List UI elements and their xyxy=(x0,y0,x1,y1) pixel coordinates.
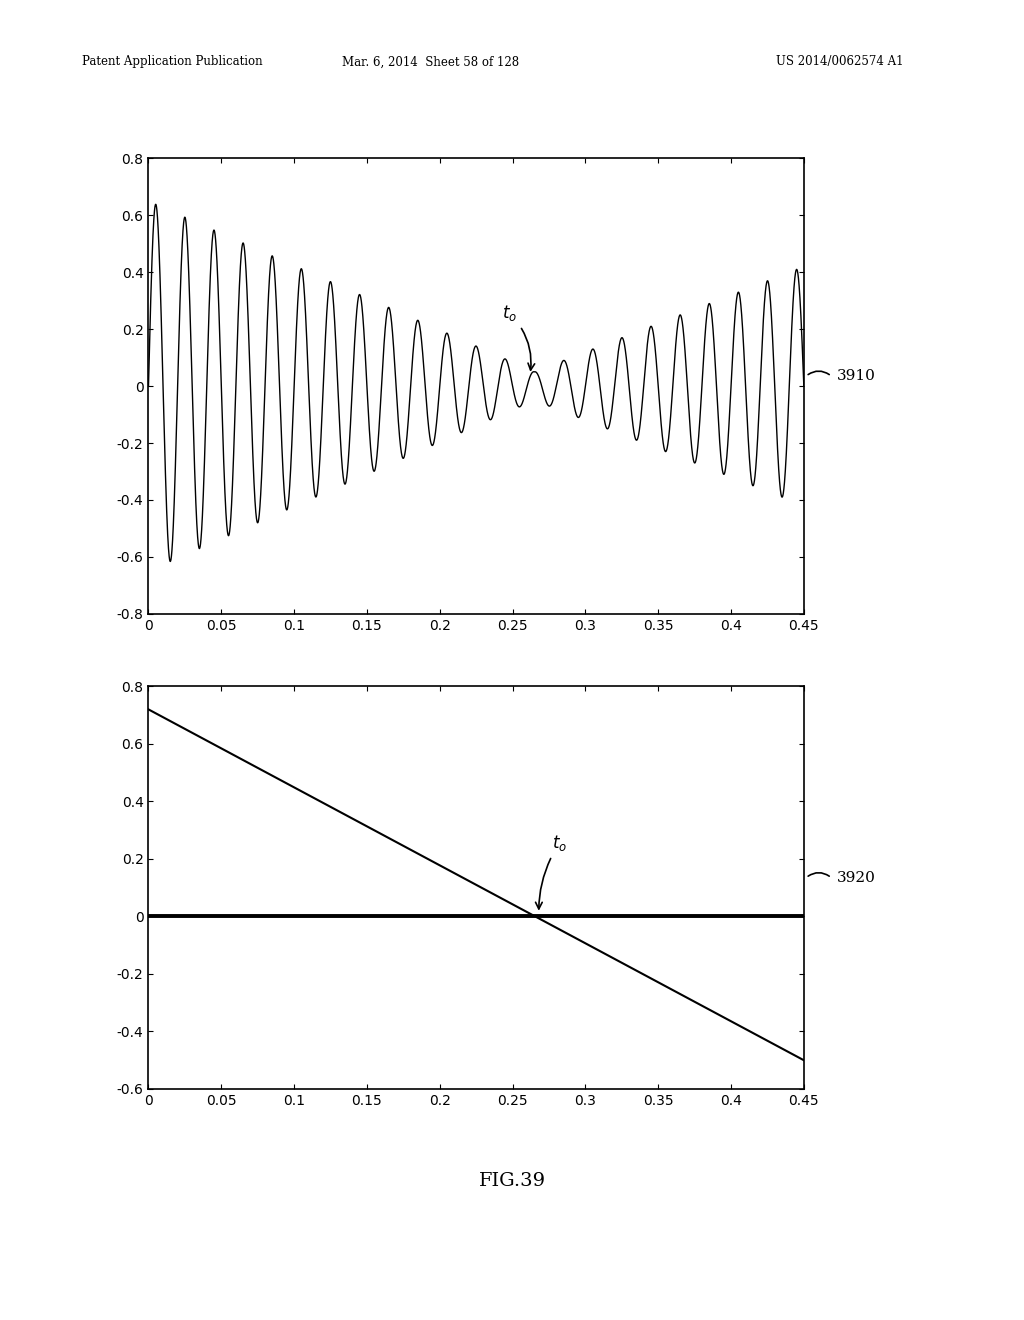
Text: $t_o$: $t_o$ xyxy=(502,304,535,370)
Text: 3910: 3910 xyxy=(837,370,876,383)
Text: Patent Application Publication: Patent Application Publication xyxy=(82,55,262,69)
Text: US 2014/0062574 A1: US 2014/0062574 A1 xyxy=(776,55,903,69)
Text: 3920: 3920 xyxy=(837,871,876,884)
Text: FIG.39: FIG.39 xyxy=(478,1172,546,1191)
Text: Mar. 6, 2014  Sheet 58 of 128: Mar. 6, 2014 Sheet 58 of 128 xyxy=(342,55,518,69)
Text: $t_o$: $t_o$ xyxy=(536,833,566,909)
